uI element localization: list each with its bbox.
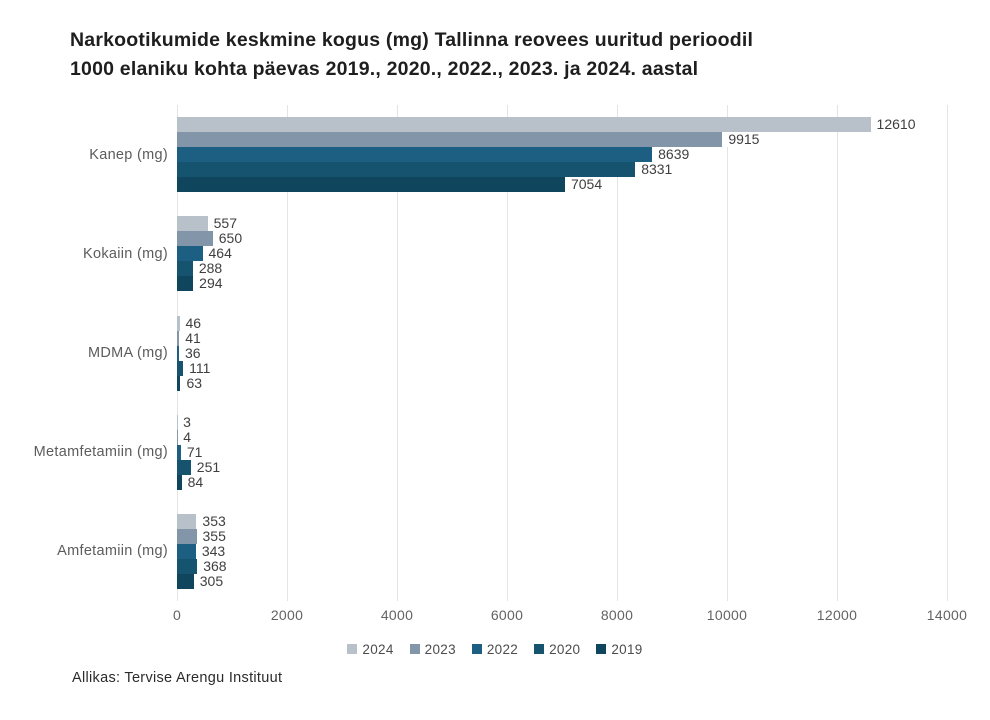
value-label: 8639 (656, 146, 692, 163)
bar-2024 (177, 117, 871, 133)
value-label: 3 (181, 413, 193, 430)
value-label: 63 (184, 374, 205, 391)
bar-2019 (177, 375, 181, 391)
legend-label: 2020 (549, 641, 581, 657)
legend-swatch-icon (534, 644, 545, 654)
gridline (727, 105, 728, 601)
gridline (507, 105, 508, 601)
value-label: 4 (181, 428, 194, 445)
x-tick-label: 14000 (926, 607, 968, 623)
legend-label: 2024 (362, 641, 394, 657)
category-label: Kanep (mg) (89, 146, 168, 163)
x-tick-label: 12000 (816, 607, 858, 623)
legend-item-2019: 2019 (596, 642, 642, 657)
legend-item-2023: 2023 (409, 641, 456, 657)
category-label: Metamfetamiin (mg) (33, 444, 168, 461)
value-label: 557 (211, 215, 239, 232)
chart-title: Narkootikumide keskmine kogus (mg) Talli… (70, 26, 753, 84)
bar-2019 (177, 474, 182, 490)
legend: 2024 2023 2022 2020 2019 (0, 639, 990, 659)
legend-swatch-icon (409, 644, 420, 654)
bar-2023 (177, 330, 180, 346)
bar-2019 (177, 276, 194, 292)
x-tick-label: 8000 (600, 607, 634, 623)
legend-label: 2022 (486, 641, 519, 657)
category-label: Amfetamiin (mg) (57, 543, 168, 560)
value-label: 9915 (726, 131, 762, 148)
bar-2022 (177, 147, 653, 163)
x-tick-label: 6000 (490, 607, 524, 623)
x-tick-label: 2000 (270, 607, 304, 623)
value-label: 650 (216, 230, 245, 247)
bar-2022 (177, 246, 203, 262)
x-tick-label: 0 (172, 607, 182, 623)
legend-swatch-icon (596, 644, 607, 654)
value-label: 288 (196, 260, 225, 277)
category-label: Kokaiin (mg) (83, 245, 168, 262)
bar-2022 (177, 444, 181, 460)
value-label: 12610 (874, 116, 918, 133)
value-label: 36 (182, 344, 203, 361)
value-label: 368 (201, 557, 229, 574)
bar-2022 (177, 345, 179, 361)
value-label: 343 (199, 542, 228, 559)
value-label: 8331 (639, 161, 675, 178)
source-note: Allikas: Tervise Arengu Instituut (72, 670, 283, 686)
category-label: MDMA (mg) (87, 344, 168, 361)
gridline (617, 105, 618, 601)
bar-2024 (177, 513, 197, 529)
legend-swatch-icon (347, 644, 358, 654)
bar-2022 (177, 543, 196, 559)
plot-area: 12610 9915 8639 8331 7054 557 650 464 288 294 46 41… (177, 105, 948, 601)
gridline (837, 105, 838, 601)
bar-2023 (177, 231, 213, 247)
value-label: 41 (183, 329, 203, 346)
value-label: 355 (200, 527, 228, 544)
gridline (287, 105, 288, 601)
bar-2020 (177, 558, 198, 574)
x-tick-label: 10000 (706, 607, 748, 623)
value-label: 353 (200, 512, 228, 529)
x-axis: 0 2000 4000 6000 8000 10000 12000 14000 (173, 607, 967, 627)
bar-2023 (177, 132, 723, 148)
legend-label: 2019 (611, 641, 643, 657)
bar-2020 (177, 162, 636, 178)
bar-2020 (177, 459, 191, 475)
value-label: 305 (197, 572, 226, 589)
value-label: 46 (183, 314, 204, 331)
legend-swatch-icon (471, 644, 482, 654)
bar-2024 (177, 216, 208, 232)
bar-2019 (177, 573, 194, 589)
bar-2019 (177, 177, 565, 193)
value-label: 251 (194, 458, 223, 475)
category-axis: Kanep (mg) Kokaiin (mg) MDMA (mg) Metamfeta… (0, 105, 168, 601)
legend-label: 2023 (424, 641, 456, 657)
bar-2020 (177, 261, 193, 277)
legend-item-2020: 2020 (534, 642, 580, 657)
value-label: 111 (187, 359, 213, 376)
bar-2023 (177, 528, 197, 544)
value-label: 294 (197, 275, 225, 292)
chart-title-line1: Narkootikumide keskmine kogus (mg) Talli… (70, 29, 754, 51)
bar-2024 (177, 315, 180, 331)
gridline (397, 105, 398, 601)
x-tick-label: 4000 (380, 607, 414, 623)
legend-item-2022: 2022 (471, 641, 519, 657)
value-label: 464 (206, 245, 234, 262)
value-label: 71 (184, 443, 205, 460)
legend-item-2024: 2024 (347, 642, 393, 657)
gridline (947, 105, 948, 601)
chart-title-line2: 1000 elaniku kohta päevas 2019., 2020., … (70, 58, 699, 80)
bar-2020 (177, 360, 184, 376)
value-label: 7054 (568, 176, 605, 193)
value-label: 84 (185, 473, 206, 490)
